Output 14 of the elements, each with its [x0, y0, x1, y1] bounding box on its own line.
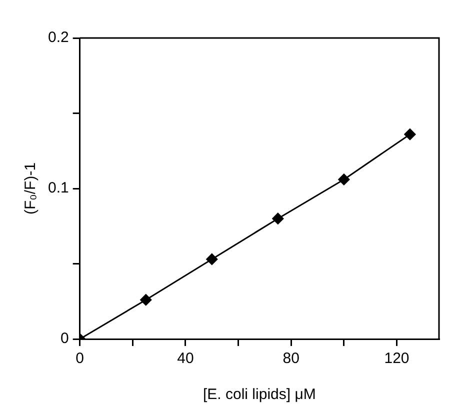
x-axis-title: [E. coli lipids] μM: [203, 386, 316, 404]
x-tick-label: 120: [384, 350, 410, 368]
y-tick-label: 0.1: [48, 180, 69, 197]
point: [404, 128, 416, 140]
y-tick-label: 0.2: [48, 29, 69, 46]
y-tick-label: 0: [60, 330, 69, 348]
point: [338, 174, 350, 186]
y-axis-title: (F₀/F)-1: [22, 162, 40, 215]
x-tick-label: 40: [177, 350, 194, 368]
x-tick-label: 80: [282, 350, 300, 368]
x-tick-label: 0: [76, 350, 84, 368]
point: [206, 253, 218, 265]
point: [272, 212, 284, 224]
point: [140, 294, 152, 306]
